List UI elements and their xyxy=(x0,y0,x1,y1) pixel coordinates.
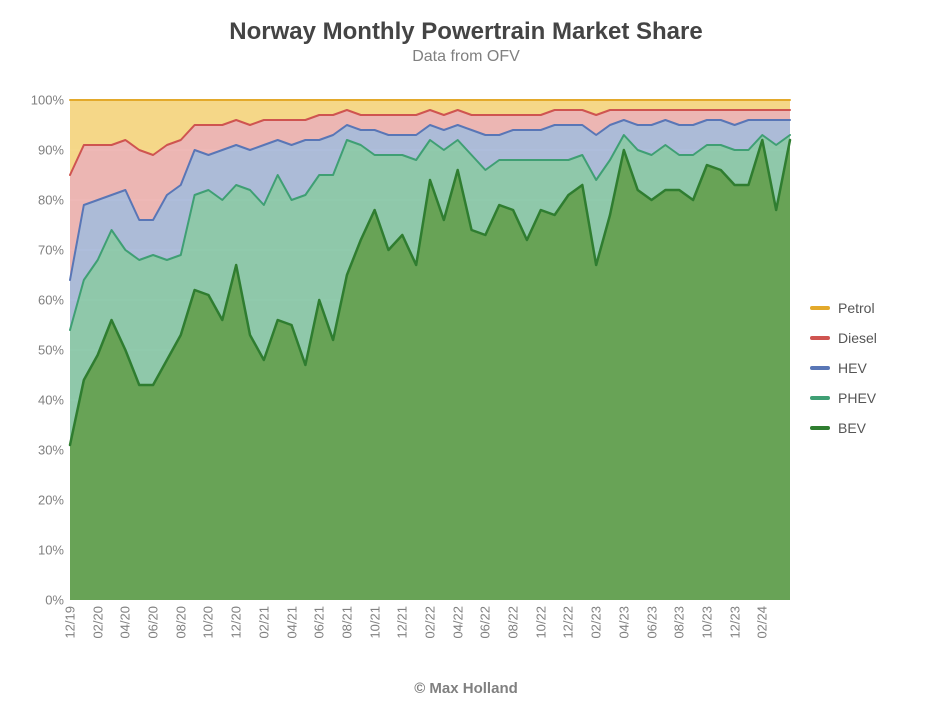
chart-subtitle: Data from OFV xyxy=(0,48,932,66)
x-tick-label: 04/21 xyxy=(284,606,299,639)
x-tick-label: 04/23 xyxy=(616,606,631,639)
x-tick-label: 02/20 xyxy=(90,606,105,639)
legend-item-hev: HEV xyxy=(810,360,877,376)
y-tick-label: 40% xyxy=(38,393,64,408)
legend-swatch xyxy=(810,396,830,400)
y-tick-label: 30% xyxy=(38,443,64,458)
chart-svg xyxy=(70,100,790,600)
legend-label: PHEV xyxy=(838,390,876,406)
x-tick-label: 08/23 xyxy=(672,606,687,639)
chart-title: Norway Monthly Powertrain Market Share xyxy=(0,18,932,46)
footer-credit: © Max Holland xyxy=(0,680,932,697)
x-tick-label: 06/23 xyxy=(644,606,659,639)
legend-item-petrol: Petrol xyxy=(810,300,877,316)
y-tick-label: 10% xyxy=(38,543,64,558)
legend-item-bev: BEV xyxy=(810,420,877,436)
y-tick-label: 20% xyxy=(38,493,64,508)
plot-area xyxy=(70,100,790,600)
legend-label: BEV xyxy=(838,420,866,436)
x-tick-label: 04/22 xyxy=(450,606,465,639)
title-block: Norway Monthly Powertrain Market Share D… xyxy=(0,0,932,66)
y-tick-label: 100% xyxy=(31,93,64,108)
legend-label: Petrol xyxy=(838,300,875,316)
x-tick-label: 08/22 xyxy=(506,606,521,639)
x-tick-label: 10/20 xyxy=(201,606,216,639)
x-tick-label: 06/21 xyxy=(312,606,327,639)
y-tick-label: 60% xyxy=(38,293,64,308)
legend: Petrol Diesel HEV PHEV BEV xyxy=(810,300,877,450)
y-tick-label: 50% xyxy=(38,343,64,358)
x-tick-label: 12/21 xyxy=(395,606,410,639)
x-tick-label: 08/21 xyxy=(339,606,354,639)
x-tick-label: 12/19 xyxy=(63,606,78,639)
x-tick-label: 10/23 xyxy=(699,606,714,639)
x-tick-label: 02/22 xyxy=(423,606,438,639)
x-tick-label: 02/23 xyxy=(589,606,604,639)
x-tick-label: 10/22 xyxy=(533,606,548,639)
x-tick-label: 02/21 xyxy=(256,606,271,639)
legend-swatch xyxy=(810,306,830,310)
legend-swatch xyxy=(810,336,830,340)
x-tick-label: 12/22 xyxy=(561,606,576,639)
x-tick-label: 12/20 xyxy=(229,606,244,639)
y-tick-label: 80% xyxy=(38,193,64,208)
x-tick-label: 06/22 xyxy=(478,606,493,639)
legend-item-phev: PHEV xyxy=(810,390,877,406)
y-tick-label: 70% xyxy=(38,243,64,258)
legend-item-diesel: Diesel xyxy=(810,330,877,346)
legend-label: Diesel xyxy=(838,330,877,346)
x-tick-label: 08/20 xyxy=(173,606,188,639)
legend-swatch xyxy=(810,366,830,370)
x-tick-label: 04/20 xyxy=(118,606,133,639)
chart-container: Norway Monthly Powertrain Market Share D… xyxy=(0,0,932,717)
x-tick-label: 02/24 xyxy=(755,606,770,639)
x-tick-label: 06/20 xyxy=(146,606,161,639)
x-axis-labels: 12/19 02/20 04/20 06/20 08/20 10/20 12/20 02/21… xyxy=(0,606,932,666)
legend-swatch xyxy=(810,426,830,430)
y-axis-labels: 0%10%20%30%40%50%60%70%80%90%100% xyxy=(0,100,70,600)
y-tick-label: 90% xyxy=(38,143,64,158)
x-tick-label: 12/23 xyxy=(727,606,742,639)
x-tick-label: 10/21 xyxy=(367,606,382,639)
legend-label: HEV xyxy=(838,360,867,376)
